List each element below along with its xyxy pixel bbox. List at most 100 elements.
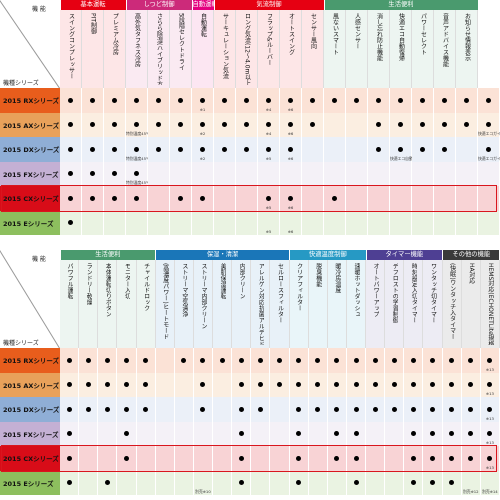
- column-header-cell: [60, 10, 82, 88]
- cell-note: 快適エコガイド: [478, 131, 500, 136]
- supported-dot: [112, 171, 117, 177]
- feature-cell: [461, 372, 481, 397]
- feature-cell: [192, 161, 214, 186]
- supported-dot: [486, 122, 491, 128]
- feature-cell: [82, 88, 104, 113]
- supported-dot: [200, 122, 205, 128]
- supported-dot: [353, 455, 359, 461]
- column-header-label: 速暖ホットダッシュ: [353, 263, 361, 317]
- cell-note: ※5: [265, 204, 272, 210]
- supported-dot: [353, 406, 359, 412]
- supported-dot: [410, 406, 416, 412]
- feature-cell: [155, 372, 175, 397]
- feature-cell: [170, 112, 192, 137]
- feature-cell: [236, 112, 258, 137]
- feature-cell: [214, 112, 236, 137]
- column-header-cell: [280, 10, 302, 88]
- feature-cell: [366, 470, 386, 495]
- series-axis-label: 機種シリーズ: [3, 340, 39, 347]
- feature-cell: [126, 88, 148, 113]
- supported-dot: [238, 480, 244, 486]
- feature-cell: [148, 112, 170, 137]
- feature-cell: [251, 470, 271, 495]
- feature-cell: [456, 161, 478, 186]
- feature-cell: ※5: [258, 137, 280, 162]
- feature-cell: [404, 470, 424, 495]
- feature-cell: [136, 446, 156, 471]
- cell-note: ※6: [287, 106, 294, 112]
- column-header-cell: [148, 10, 170, 88]
- feature-cell: [324, 137, 346, 162]
- cell-note: ※1: [199, 106, 206, 112]
- feature-cell: ※13: [480, 348, 500, 373]
- cell-note: 特別温度45℃対応: [126, 180, 158, 185]
- feature-cell: [308, 397, 328, 422]
- series-row: 2015 DXシリーズ ※13: [0, 397, 500, 423]
- feature-cell: [117, 421, 137, 446]
- supported-dot: [442, 146, 447, 152]
- feature-cell: [104, 161, 126, 186]
- feature-cell: [136, 421, 156, 446]
- feature-cell: [346, 210, 368, 235]
- series-name: 2015 DXシリーズ: [0, 397, 60, 422]
- feature-cell: [117, 348, 137, 373]
- feature-cell: [126, 210, 148, 235]
- series-row: 2015 CXシリーズ ※13: [0, 446, 500, 472]
- supported-dot: [464, 122, 469, 128]
- series-row: 2015 FXシリーズ ※13: [0, 421, 500, 447]
- feature-cell: [461, 446, 481, 471]
- feature-cell: [390, 210, 412, 235]
- feature-cell: [79, 372, 99, 397]
- feature-cell: [104, 137, 126, 162]
- feature-cell: [368, 161, 390, 186]
- supported-dot: [442, 122, 447, 128]
- supported-dot: [134, 97, 139, 103]
- column-header-cell: [104, 10, 126, 88]
- feature-cell: [442, 372, 462, 397]
- column-header-label: ロング気流(12～4.0m以上): [243, 13, 251, 85]
- column-header-label: 風ないスマート: [331, 13, 339, 55]
- feature-cell: [423, 348, 443, 373]
- column-header-cell: [302, 10, 324, 88]
- feature-cell: [251, 397, 271, 422]
- supported-dot: [288, 146, 293, 152]
- supported-dot: [200, 382, 206, 388]
- feature-cell: [442, 470, 462, 495]
- supported-dot: [296, 480, 302, 486]
- supported-dot: [66, 455, 72, 461]
- series-name: 2015 FXシリーズ: [0, 161, 60, 186]
- supported-dot: [334, 455, 340, 461]
- supported-dot: [244, 146, 249, 152]
- header-corner: 機 能機種シリーズ: [0, 250, 60, 349]
- supported-dot: [66, 431, 72, 437]
- feature-cell: [324, 161, 346, 186]
- feature-cell: [117, 397, 137, 422]
- feature-cell: [79, 421, 99, 446]
- supported-dot: [238, 382, 244, 388]
- supported-dot: [104, 406, 110, 412]
- column-header-cell: [366, 260, 386, 348]
- feature-cell: [366, 348, 386, 373]
- column-header-label: サーキュレーション気流: [221, 13, 229, 79]
- column-header-label: オートスイング: [287, 13, 295, 55]
- feature-cell: 別売※14: [480, 470, 500, 495]
- column-header-label: ワンタッチ切タイマー: [429, 263, 437, 323]
- feature-cell: [442, 348, 462, 373]
- feature-cell: [82, 186, 104, 211]
- row-body: ※13: [60, 348, 500, 373]
- supported-dot: [410, 382, 416, 388]
- column-header-cell: [258, 10, 280, 88]
- column-header-label: センサー風向: [309, 13, 317, 49]
- series-row: 2015 RXシリーズ ※13: [0, 348, 500, 374]
- column-header-cell: [368, 10, 390, 88]
- column-header-label: ストリーマ空気清浄: [180, 263, 188, 317]
- column-header-label: 時刻設定入切タイマー: [410, 263, 418, 323]
- supported-dot: [219, 357, 225, 363]
- cell-note: 快適エコ自動復帰: [390, 155, 421, 161]
- supported-dot: [200, 195, 205, 201]
- supported-dot: [112, 97, 117, 103]
- feature-cell: [214, 186, 236, 211]
- feature-cell: [214, 210, 236, 235]
- supported-dot: [353, 431, 359, 437]
